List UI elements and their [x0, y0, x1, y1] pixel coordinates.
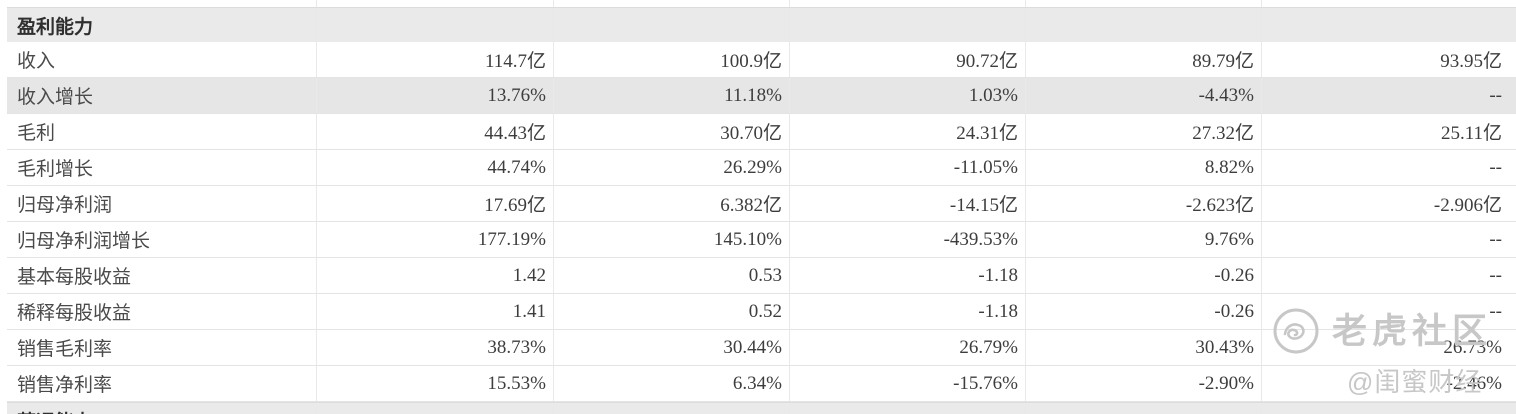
- cell-value: 30.44%: [554, 330, 790, 365]
- cell-value: 26.73%: [1443, 336, 1502, 358]
- empty-cell: [790, 0, 1026, 7]
- empty-cell: [1026, 8, 1262, 42]
- cell-value: 26.29%: [554, 150, 790, 185]
- cell-value: 25.11亿: [1440, 123, 1502, 144]
- row-label: 归母净利润: [7, 186, 317, 221]
- cell-value: -11.05%: [790, 150, 1026, 185]
- cell-value: -1.18: [790, 258, 1026, 293]
- cell-value: 93.95亿: [1440, 51, 1502, 72]
- table-row-gross-margin[interactable]: 销售毛利率 38.73% 30.44% 26.79% 30.43% 26.73%: [7, 330, 1516, 366]
- cell-value: 114.7亿: [317, 42, 554, 77]
- cell-value: --: [1489, 228, 1502, 250]
- cell-value: 6.34%: [554, 366, 790, 401]
- cell-value: 0.52: [554, 294, 790, 329]
- cell-value: 100.9亿: [554, 42, 790, 77]
- cell-value: 8.82%: [1026, 150, 1262, 185]
- row-label: 稀释每股收益: [7, 294, 317, 329]
- cell-value: --: [1489, 84, 1502, 106]
- cell-value: -2.623亿: [1026, 186, 1262, 221]
- empty-cell: [554, 8, 790, 42]
- empty-cell: [1026, 403, 1262, 414]
- cell-value: -4.43%: [1026, 78, 1262, 113]
- cell-value: 9.76%: [1026, 222, 1262, 257]
- cell-value: 145.10%: [554, 222, 790, 257]
- cell-value: 177.19%: [317, 222, 554, 257]
- cell-value: 30.43%: [1026, 330, 1262, 365]
- table-row-diluted-eps[interactable]: 稀释每股收益 1.41 0.52 -1.18 -0.26 --: [7, 294, 1516, 330]
- empty-cell: [1026, 0, 1262, 7]
- empty-cell: [1262, 8, 1509, 42]
- table-row-gross-profit[interactable]: 毛利 44.43亿 30.70亿 24.31亿 27.32亿 25.11亿: [7, 114, 1516, 150]
- cell-value: -2.46%: [1446, 372, 1502, 394]
- cell-value: 44.74%: [317, 150, 554, 185]
- cell-value: -15.76%: [790, 366, 1026, 401]
- table-row-basic-eps[interactable]: 基本每股收益 1.42 0.53 -1.18 -0.26 --: [7, 258, 1516, 294]
- empty-cell: [790, 403, 1026, 414]
- cell-value: 30.70亿: [554, 114, 790, 149]
- cell-value: --: [1489, 300, 1502, 322]
- cell-value: 26.79%: [790, 330, 1026, 365]
- cell-value: 89.79亿: [1026, 42, 1262, 77]
- cell-value: 11.18%: [554, 78, 790, 113]
- cell-value: -0.26: [1026, 294, 1262, 329]
- cell-value: 17.69亿: [317, 186, 554, 221]
- section-header-operating[interactable]: 营运能力: [7, 402, 1516, 414]
- row-label: 销售毛利率: [7, 330, 317, 365]
- cell-value: -2.90%: [1026, 366, 1262, 401]
- empty-cell: [554, 0, 790, 7]
- cell-value: 24.31亿: [790, 114, 1026, 149]
- financials-table: 盈利能力 收入 114.7亿 100.9亿 90.72亿 89.79亿 93.9…: [7, 0, 1516, 414]
- table-row-revenue[interactable]: 收入 114.7亿 100.9亿 90.72亿 89.79亿 93.95亿: [7, 42, 1516, 78]
- cell-value: 0.53: [554, 258, 790, 293]
- row-label: 收入: [7, 42, 317, 77]
- table-row-net-profit-growth[interactable]: 归母净利润增长 177.19% 145.10% -439.53% 9.76% -…: [7, 222, 1516, 258]
- empty-cell: [7, 0, 317, 7]
- cell-value: 6.382亿: [554, 186, 790, 221]
- cell-value: --: [1489, 156, 1502, 178]
- table-row-revenue-growth[interactable]: 收入增长 13.76% 11.18% 1.03% -4.43% --: [7, 78, 1516, 114]
- section-title: 营运能力: [7, 403, 317, 414]
- cell-value: 44.43亿: [317, 114, 554, 149]
- section-header-profitability[interactable]: 盈利能力: [7, 7, 1516, 42]
- row-label: 归母净利润增长: [7, 222, 317, 257]
- cell-value: 27.32亿: [1026, 114, 1262, 149]
- table-row-net-margin[interactable]: 销售净利率 15.53% 6.34% -15.76% -2.90% -2.46%: [7, 366, 1516, 402]
- empty-cell: [317, 403, 554, 414]
- table-row-gross-profit-growth[interactable]: 毛利增长 44.74% 26.29% -11.05% 8.82% --: [7, 150, 1516, 186]
- cell-value: -439.53%: [790, 222, 1026, 257]
- empty-cell: [317, 0, 554, 7]
- cell-value: -1.18: [790, 294, 1026, 329]
- empty-cell: [1262, 403, 1509, 414]
- empty-cell: [317, 8, 554, 42]
- cell-value: 15.53%: [317, 366, 554, 401]
- cell-value: -2.906亿: [1433, 195, 1502, 216]
- empty-cell: [554, 403, 790, 414]
- cell-value: 1.41: [317, 294, 554, 329]
- empty-cell: [790, 8, 1026, 42]
- row-label: 收入增长: [7, 78, 317, 113]
- cell-value: 1.42: [317, 258, 554, 293]
- cell-value: 1.03%: [790, 78, 1026, 113]
- cell-value: --: [1489, 264, 1502, 286]
- row-label: 毛利增长: [7, 150, 317, 185]
- cell-value: 38.73%: [317, 330, 554, 365]
- table-row-fragment: [7, 0, 1516, 7]
- table-row-net-profit[interactable]: 归母净利润 17.69亿 6.382亿 -14.15亿 -2.623亿 -2.9…: [7, 186, 1516, 222]
- cell-value: -0.26: [1026, 258, 1262, 293]
- cell-value: -14.15亿: [790, 186, 1026, 221]
- row-label: 毛利: [7, 114, 317, 149]
- section-title: 盈利能力: [7, 8, 317, 42]
- cell-value: 13.76%: [317, 78, 554, 113]
- row-label: 销售净利率: [7, 366, 317, 401]
- empty-cell: [1262, 0, 1509, 7]
- cell-value: 90.72亿: [790, 42, 1026, 77]
- row-label: 基本每股收益: [7, 258, 317, 293]
